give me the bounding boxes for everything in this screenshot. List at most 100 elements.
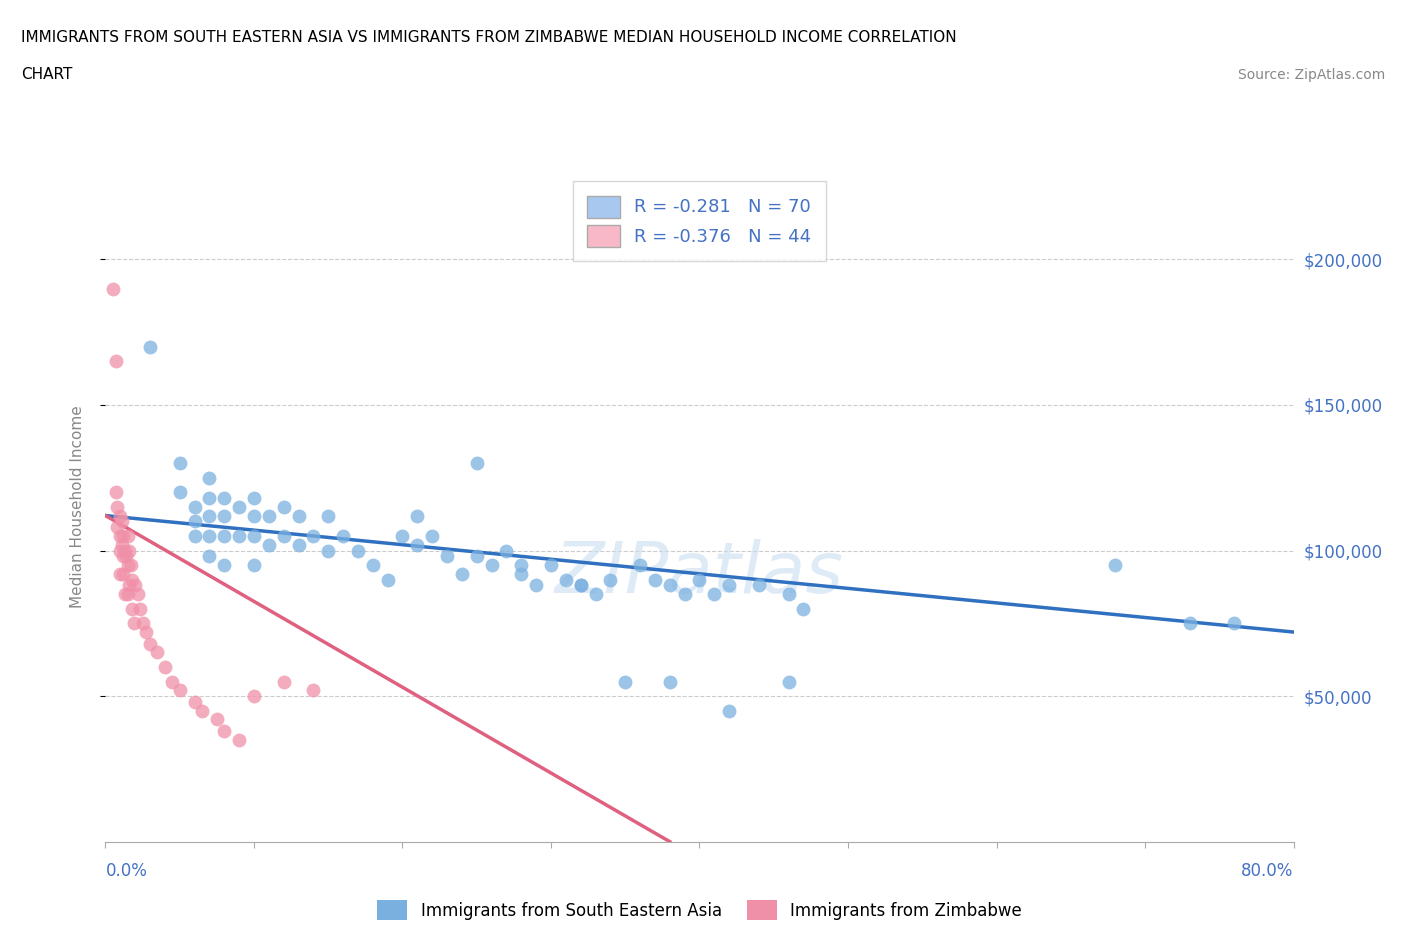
Text: CHART: CHART — [21, 67, 73, 82]
Point — [112, 566, 135, 581]
Point — [1178, 616, 1201, 631]
Point — [162, 674, 184, 689]
Point — [436, 549, 458, 564]
Point — [228, 528, 250, 543]
Point — [599, 572, 621, 587]
Text: 0.0%: 0.0% — [105, 862, 148, 880]
Point — [124, 578, 146, 593]
Point — [658, 578, 681, 593]
Point — [198, 549, 221, 564]
Point — [214, 558, 236, 573]
Point — [257, 508, 280, 523]
Point — [117, 558, 139, 573]
Point — [110, 528, 132, 543]
Point — [105, 520, 128, 535]
Point — [585, 587, 607, 602]
Point — [101, 281, 124, 296]
Point — [316, 543, 339, 558]
Point — [332, 528, 354, 543]
Point — [361, 558, 384, 573]
Point — [120, 558, 142, 573]
Point — [205, 712, 228, 727]
Point — [139, 636, 162, 651]
Point — [114, 543, 136, 558]
Point — [228, 732, 250, 747]
Point — [703, 587, 725, 602]
Point — [510, 558, 533, 573]
Point — [228, 499, 250, 514]
Point — [135, 625, 157, 640]
Point — [127, 587, 149, 602]
Point — [198, 528, 221, 543]
Point — [377, 572, 399, 587]
Point — [111, 538, 134, 552]
Point — [644, 572, 666, 587]
Point — [198, 508, 221, 523]
Point — [302, 528, 325, 543]
Point — [287, 538, 309, 552]
Point — [718, 703, 741, 718]
Point — [465, 549, 488, 564]
Point — [104, 353, 127, 368]
Point — [139, 339, 162, 354]
Point — [169, 456, 191, 471]
Point — [243, 508, 266, 523]
Point — [115, 549, 138, 564]
Point — [243, 558, 266, 573]
Point — [673, 587, 696, 602]
Point — [420, 528, 443, 543]
Point — [117, 528, 139, 543]
Point — [540, 558, 562, 573]
Point — [658, 674, 681, 689]
Point — [112, 528, 135, 543]
Point — [243, 688, 266, 703]
Point — [481, 558, 503, 573]
Point — [273, 674, 295, 689]
Point — [243, 491, 266, 506]
Point — [778, 674, 800, 689]
Point — [243, 528, 266, 543]
Point — [214, 724, 236, 738]
Point — [524, 578, 547, 593]
Point — [391, 528, 413, 543]
Point — [117, 587, 139, 602]
Point — [495, 543, 517, 558]
Point — [628, 558, 651, 573]
Point — [198, 491, 221, 506]
Point — [110, 508, 132, 523]
Point — [1223, 616, 1246, 631]
Point — [347, 543, 370, 558]
Point — [689, 572, 711, 587]
Text: 80.0%: 80.0% — [1241, 862, 1294, 880]
Point — [718, 578, 741, 593]
Text: Source: ZipAtlas.com: Source: ZipAtlas.com — [1237, 68, 1385, 82]
Point — [510, 566, 533, 581]
Point — [146, 645, 169, 660]
Point — [778, 587, 800, 602]
Point — [114, 587, 136, 602]
Point — [406, 508, 429, 523]
Point — [450, 566, 472, 581]
Point — [273, 499, 295, 514]
Point — [118, 578, 141, 593]
Point — [105, 499, 128, 514]
Point — [112, 549, 135, 564]
Point — [118, 543, 141, 558]
Point — [128, 602, 150, 617]
Point — [614, 674, 637, 689]
Point — [257, 538, 280, 552]
Text: IMMIGRANTS FROM SOUTH EASTERN ASIA VS IMMIGRANTS FROM ZIMBABWE MEDIAN HOUSEHOLD : IMMIGRANTS FROM SOUTH EASTERN ASIA VS IM… — [21, 30, 956, 45]
Point — [214, 528, 236, 543]
Point — [287, 508, 309, 523]
Point — [111, 514, 134, 529]
Legend: R = -0.281   N = 70, R = -0.376   N = 44: R = -0.281 N = 70, R = -0.376 N = 44 — [574, 181, 825, 261]
Point — [169, 683, 191, 698]
Point — [121, 572, 143, 587]
Point — [121, 602, 143, 617]
Point — [110, 543, 132, 558]
Point — [792, 602, 814, 617]
Point — [748, 578, 770, 593]
Point — [110, 566, 132, 581]
Point — [191, 703, 214, 718]
Point — [554, 572, 576, 587]
